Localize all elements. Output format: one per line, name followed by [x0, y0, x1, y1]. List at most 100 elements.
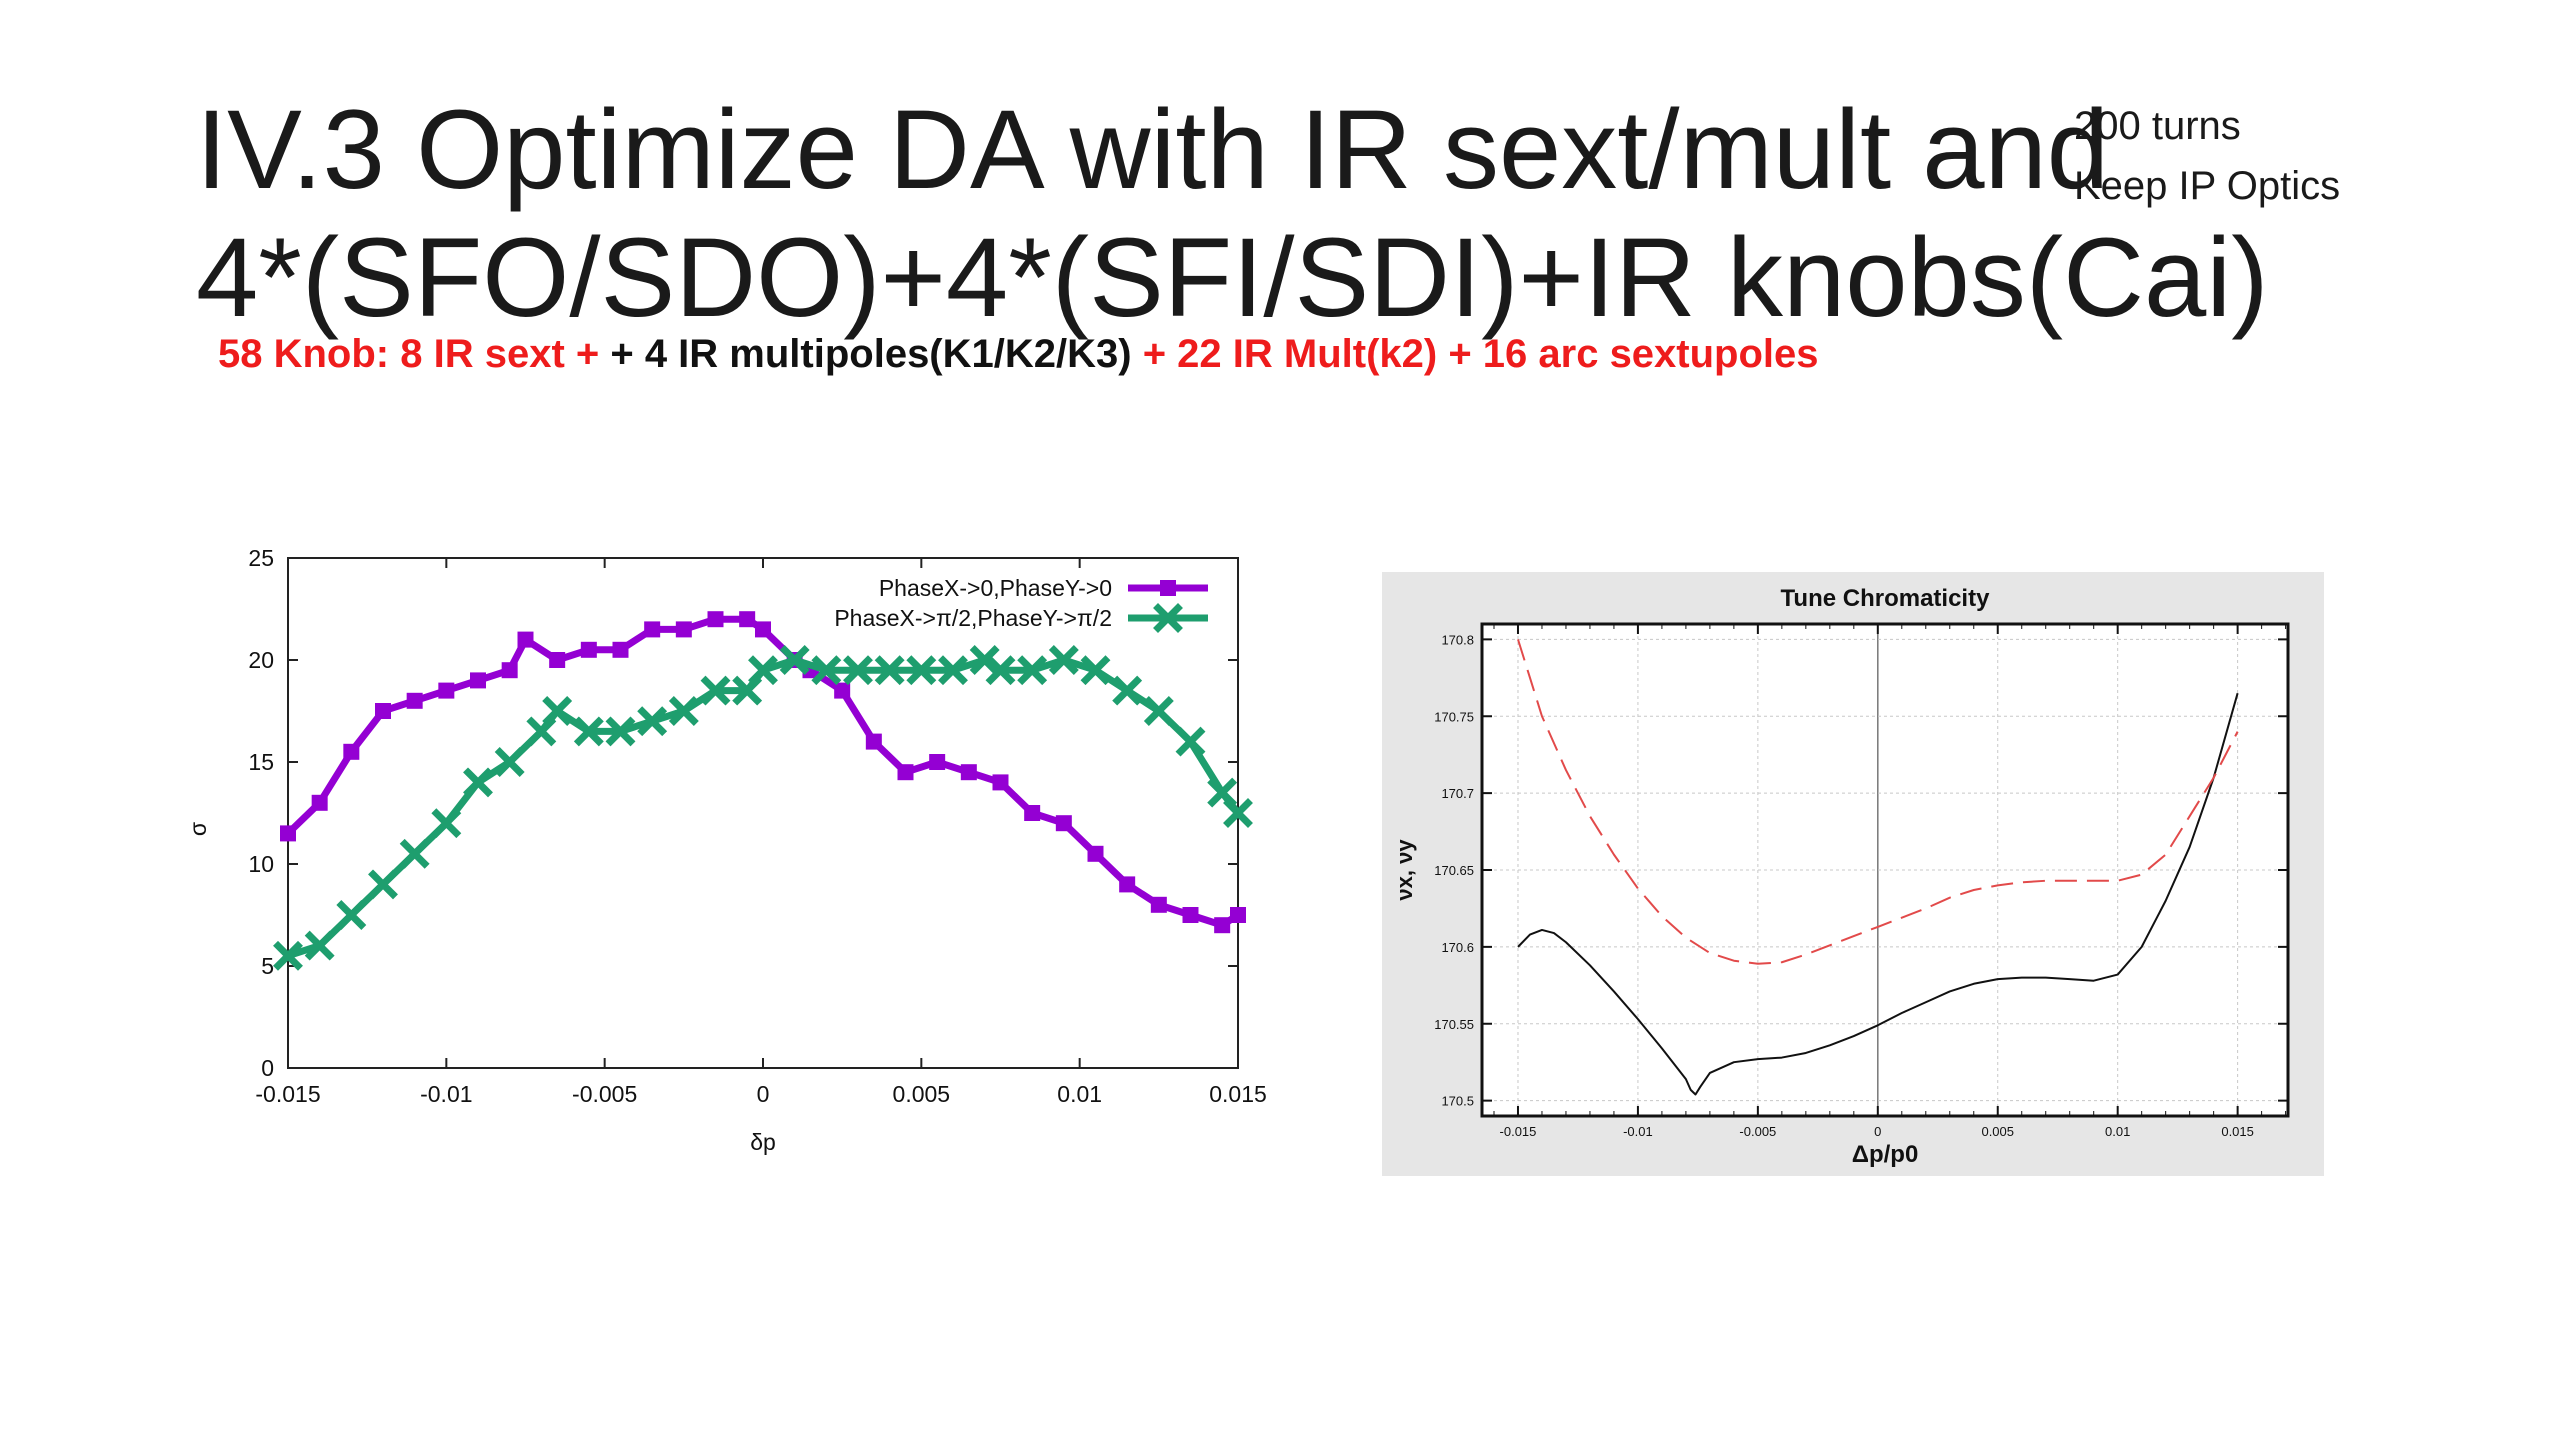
y-tick-label: 5	[261, 953, 274, 979]
data-point	[1143, 696, 1174, 726]
x-tick-label: 0.01	[2105, 1124, 2130, 1139]
y-tick-label: 170.5	[1441, 1094, 1474, 1109]
data-point	[311, 794, 328, 811]
y-tick-label: 10	[248, 851, 274, 877]
data-point	[929, 754, 946, 770]
x-tick-label: -0.01	[420, 1081, 472, 1107]
chart-title: Tune Chromaticity	[1781, 585, 1991, 612]
data-point	[612, 641, 629, 658]
data-point	[280, 825, 296, 842]
data-point	[874, 655, 905, 686]
knob-summary-part-3: + 22 IR Mult(k2) + 16 arc sextupoles	[1142, 332, 1819, 376]
series-1-line	[1517, 692, 2239, 1096]
knob-summary-part-1: 58 Knob: 8 IR sext +	[218, 332, 611, 376]
data-point	[960, 764, 977, 781]
data-point	[336, 900, 367, 930]
data-point	[969, 645, 1000, 675]
data-point	[755, 621, 771, 638]
x-axis-label: δp	[750, 1129, 776, 1155]
data-point	[834, 682, 851, 699]
data-point	[992, 774, 1009, 791]
data-point	[1119, 876, 1136, 893]
y-tick-label: 15	[248, 749, 274, 775]
data-point	[707, 611, 724, 628]
data-point	[748, 655, 778, 686]
data-point	[1150, 896, 1167, 913]
x-tick-label: -0.005	[1739, 1124, 1776, 1139]
data-point	[1175, 726, 1206, 757]
x-tick-label: 0.015	[1209, 1081, 1267, 1107]
data-point	[897, 764, 914, 781]
data-point	[985, 655, 1016, 686]
y-tick-label: 170.65	[1434, 863, 1474, 878]
slide-title-line1: IV.3 Optimize DA with IR sext/mult and	[196, 87, 2110, 212]
data-point	[1230, 907, 1246, 923]
x-tick-label: -0.005	[572, 1081, 637, 1107]
data-point	[304, 930, 335, 961]
y-tick-label: 25	[248, 545, 274, 571]
data-point	[675, 621, 692, 638]
data-point	[938, 655, 968, 686]
data-point	[906, 655, 937, 686]
y-axis-label: νx, νy	[1392, 839, 1417, 901]
data-point	[843, 655, 873, 686]
y-tick-label: 170.7	[1441, 786, 1474, 801]
data-point	[1055, 815, 1072, 832]
data-point	[343, 743, 360, 760]
side-note-line1: 200 turns	[2074, 104, 2241, 148]
legend-label-2: PhaseX->π/2,PhaseY->π/2	[834, 605, 1112, 631]
y-tick-label: 170.55	[1434, 1017, 1474, 1032]
y-axis-label: σ	[185, 822, 211, 836]
data-point	[637, 706, 668, 737]
side-note: 200 turns Keep IP Optics	[2074, 96, 2340, 216]
data-point	[644, 621, 661, 638]
x-tick-label: -0.015	[1500, 1124, 1537, 1139]
series-line	[286, 656, 1241, 960]
data-point	[865, 733, 882, 750]
data-point	[517, 631, 534, 648]
data-point	[542, 696, 573, 726]
slide-title: IV.3 Optimize DA with IR sext/mult and 4…	[196, 86, 2269, 342]
legend-label-1: PhaseX->0,PhaseY->0	[879, 575, 1112, 601]
x-tick-label: 0.015	[2221, 1124, 2254, 1139]
series-2-line	[1517, 639, 2239, 965]
y-tick-label: 0	[261, 1055, 274, 1081]
x-tick-label: 0.005	[893, 1081, 951, 1107]
y-tick-label: 170.75	[1434, 709, 1474, 724]
dynamic-aperture-chart: -0.015 -0.01 -0.005 0 0.005 0.01 0.015 0 5 10 15 20…	[185, 545, 1267, 1155]
knob-summary: 58 Knob: 8 IR sext + + 4 IR multipoles(K…	[218, 332, 1819, 377]
data-point	[668, 696, 699, 726]
series-line	[285, 615, 1240, 929]
data-point	[368, 869, 398, 900]
data-point	[739, 611, 756, 628]
data-point	[811, 655, 842, 686]
x-axis-label: Δp/p0	[1852, 1141, 1919, 1168]
data-point	[399, 838, 430, 869]
x-tick-label: -0.015	[255, 1081, 320, 1107]
data-point	[1182, 907, 1199, 923]
data-point	[605, 716, 636, 747]
data-point	[501, 662, 518, 679]
data-point	[1048, 645, 1079, 675]
x-tick-label: 0	[757, 1081, 770, 1107]
data-point	[1080, 655, 1111, 686]
tune-chromaticity-chart: -0.015 -0.01 -0.005 0 0.005 0.01 0.015 170.5 170…	[1382, 572, 2324, 1176]
data-point	[438, 682, 455, 699]
data-point	[1024, 805, 1041, 821]
x-tick-label: 0	[1874, 1124, 1881, 1139]
data-point	[406, 692, 423, 709]
data-point	[1223, 798, 1253, 828]
side-note-line2: Keep IP Optics	[2074, 164, 2341, 208]
data-point	[549, 652, 566, 668]
data-point	[580, 641, 597, 658]
data-point	[1112, 675, 1143, 706]
data-point	[1087, 845, 1104, 862]
series-1	[280, 611, 1246, 934]
data-point	[573, 716, 604, 747]
slide-title-line2: 4*(SFO/SDO)+4*(SFI/SDI)+IR knobs(Cai)	[196, 215, 2269, 340]
x-tick-label: 0.005	[1981, 1124, 2014, 1139]
series-2	[273, 645, 1253, 971]
y-tick-label: 170.6	[1441, 940, 1474, 955]
x-tick-label: 0.01	[1057, 1081, 1102, 1107]
y-tick-label: 170.8	[1441, 632, 1474, 647]
